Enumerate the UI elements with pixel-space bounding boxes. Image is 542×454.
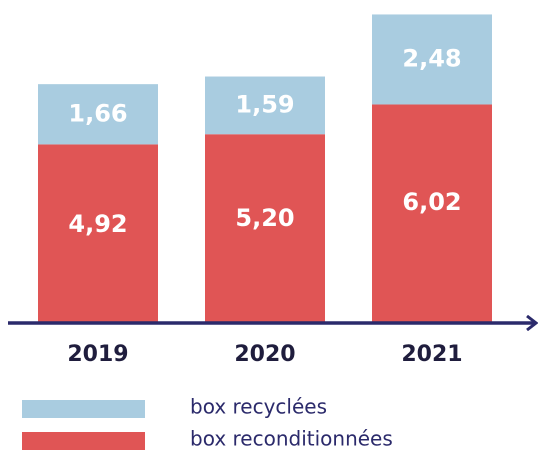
bar-segment [38, 84, 158, 145]
x-tick-label: 2021 [401, 342, 462, 367]
value-label: 5,20 [235, 204, 294, 232]
value-label: 6,02 [402, 188, 461, 216]
bar-segment [205, 134, 325, 323]
x-tick-label: 2019 [67, 342, 128, 367]
legend-label: box recyclées [190, 395, 327, 419]
x-tick-label: 2020 [234, 342, 295, 367]
bar-segment [372, 14, 492, 105]
value-label: 1,66 [68, 99, 127, 127]
legend-swatch [22, 432, 145, 450]
value-label: 4,92 [68, 210, 127, 238]
bar-segment [205, 76, 325, 135]
bar-segment [372, 104, 492, 323]
bar-segment [38, 144, 158, 323]
value-label: 1,59 [235, 90, 294, 118]
legend-label: box reconditionnées [190, 427, 393, 451]
value-label: 2,48 [402, 44, 461, 72]
legend-swatch [22, 400, 145, 418]
